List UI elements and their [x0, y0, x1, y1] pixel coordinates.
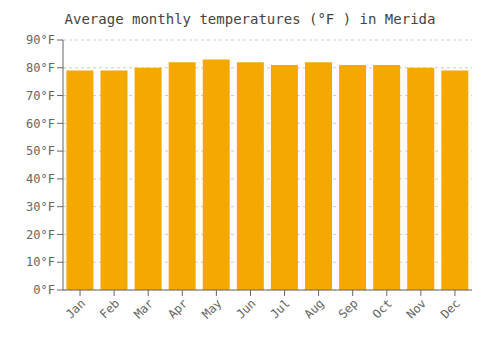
svg-text:90°F: 90°F	[26, 33, 55, 47]
svg-text:70°F: 70°F	[26, 89, 55, 103]
svg-text:Jul: Jul	[267, 296, 292, 321]
svg-text:Sep: Sep	[336, 296, 361, 321]
svg-text:30°F: 30°F	[26, 200, 55, 214]
svg-text:50°F: 50°F	[26, 144, 55, 158]
svg-text:40°F: 40°F	[26, 172, 55, 186]
svg-text:Feb: Feb	[97, 296, 122, 321]
svg-text:Apr: Apr	[165, 296, 190, 321]
svg-text:80°F: 80°F	[26, 61, 55, 75]
svg-text:Mar: Mar	[131, 296, 156, 321]
svg-text:0°F: 0°F	[33, 283, 55, 297]
html-text:Average monthly temperatures (: Average monthly temperatures (°F ) in Me…	[64, 11, 436, 27]
svg-text:60°F: 60°F	[26, 117, 55, 131]
svg-text:Aug: Aug	[302, 296, 327, 321]
svg-text:Nov: Nov	[404, 296, 429, 321]
svg-text:May: May	[199, 296, 224, 321]
svg-text:Jun: Jun	[233, 296, 258, 321]
svg-text:20°F: 20°F	[26, 228, 55, 242]
svg-text:Dec: Dec	[438, 296, 463, 321]
svg-text:Oct: Oct	[370, 296, 395, 321]
svg-text:10°F: 10°F	[26, 255, 55, 269]
svg-text:Jan: Jan	[63, 296, 88, 321]
